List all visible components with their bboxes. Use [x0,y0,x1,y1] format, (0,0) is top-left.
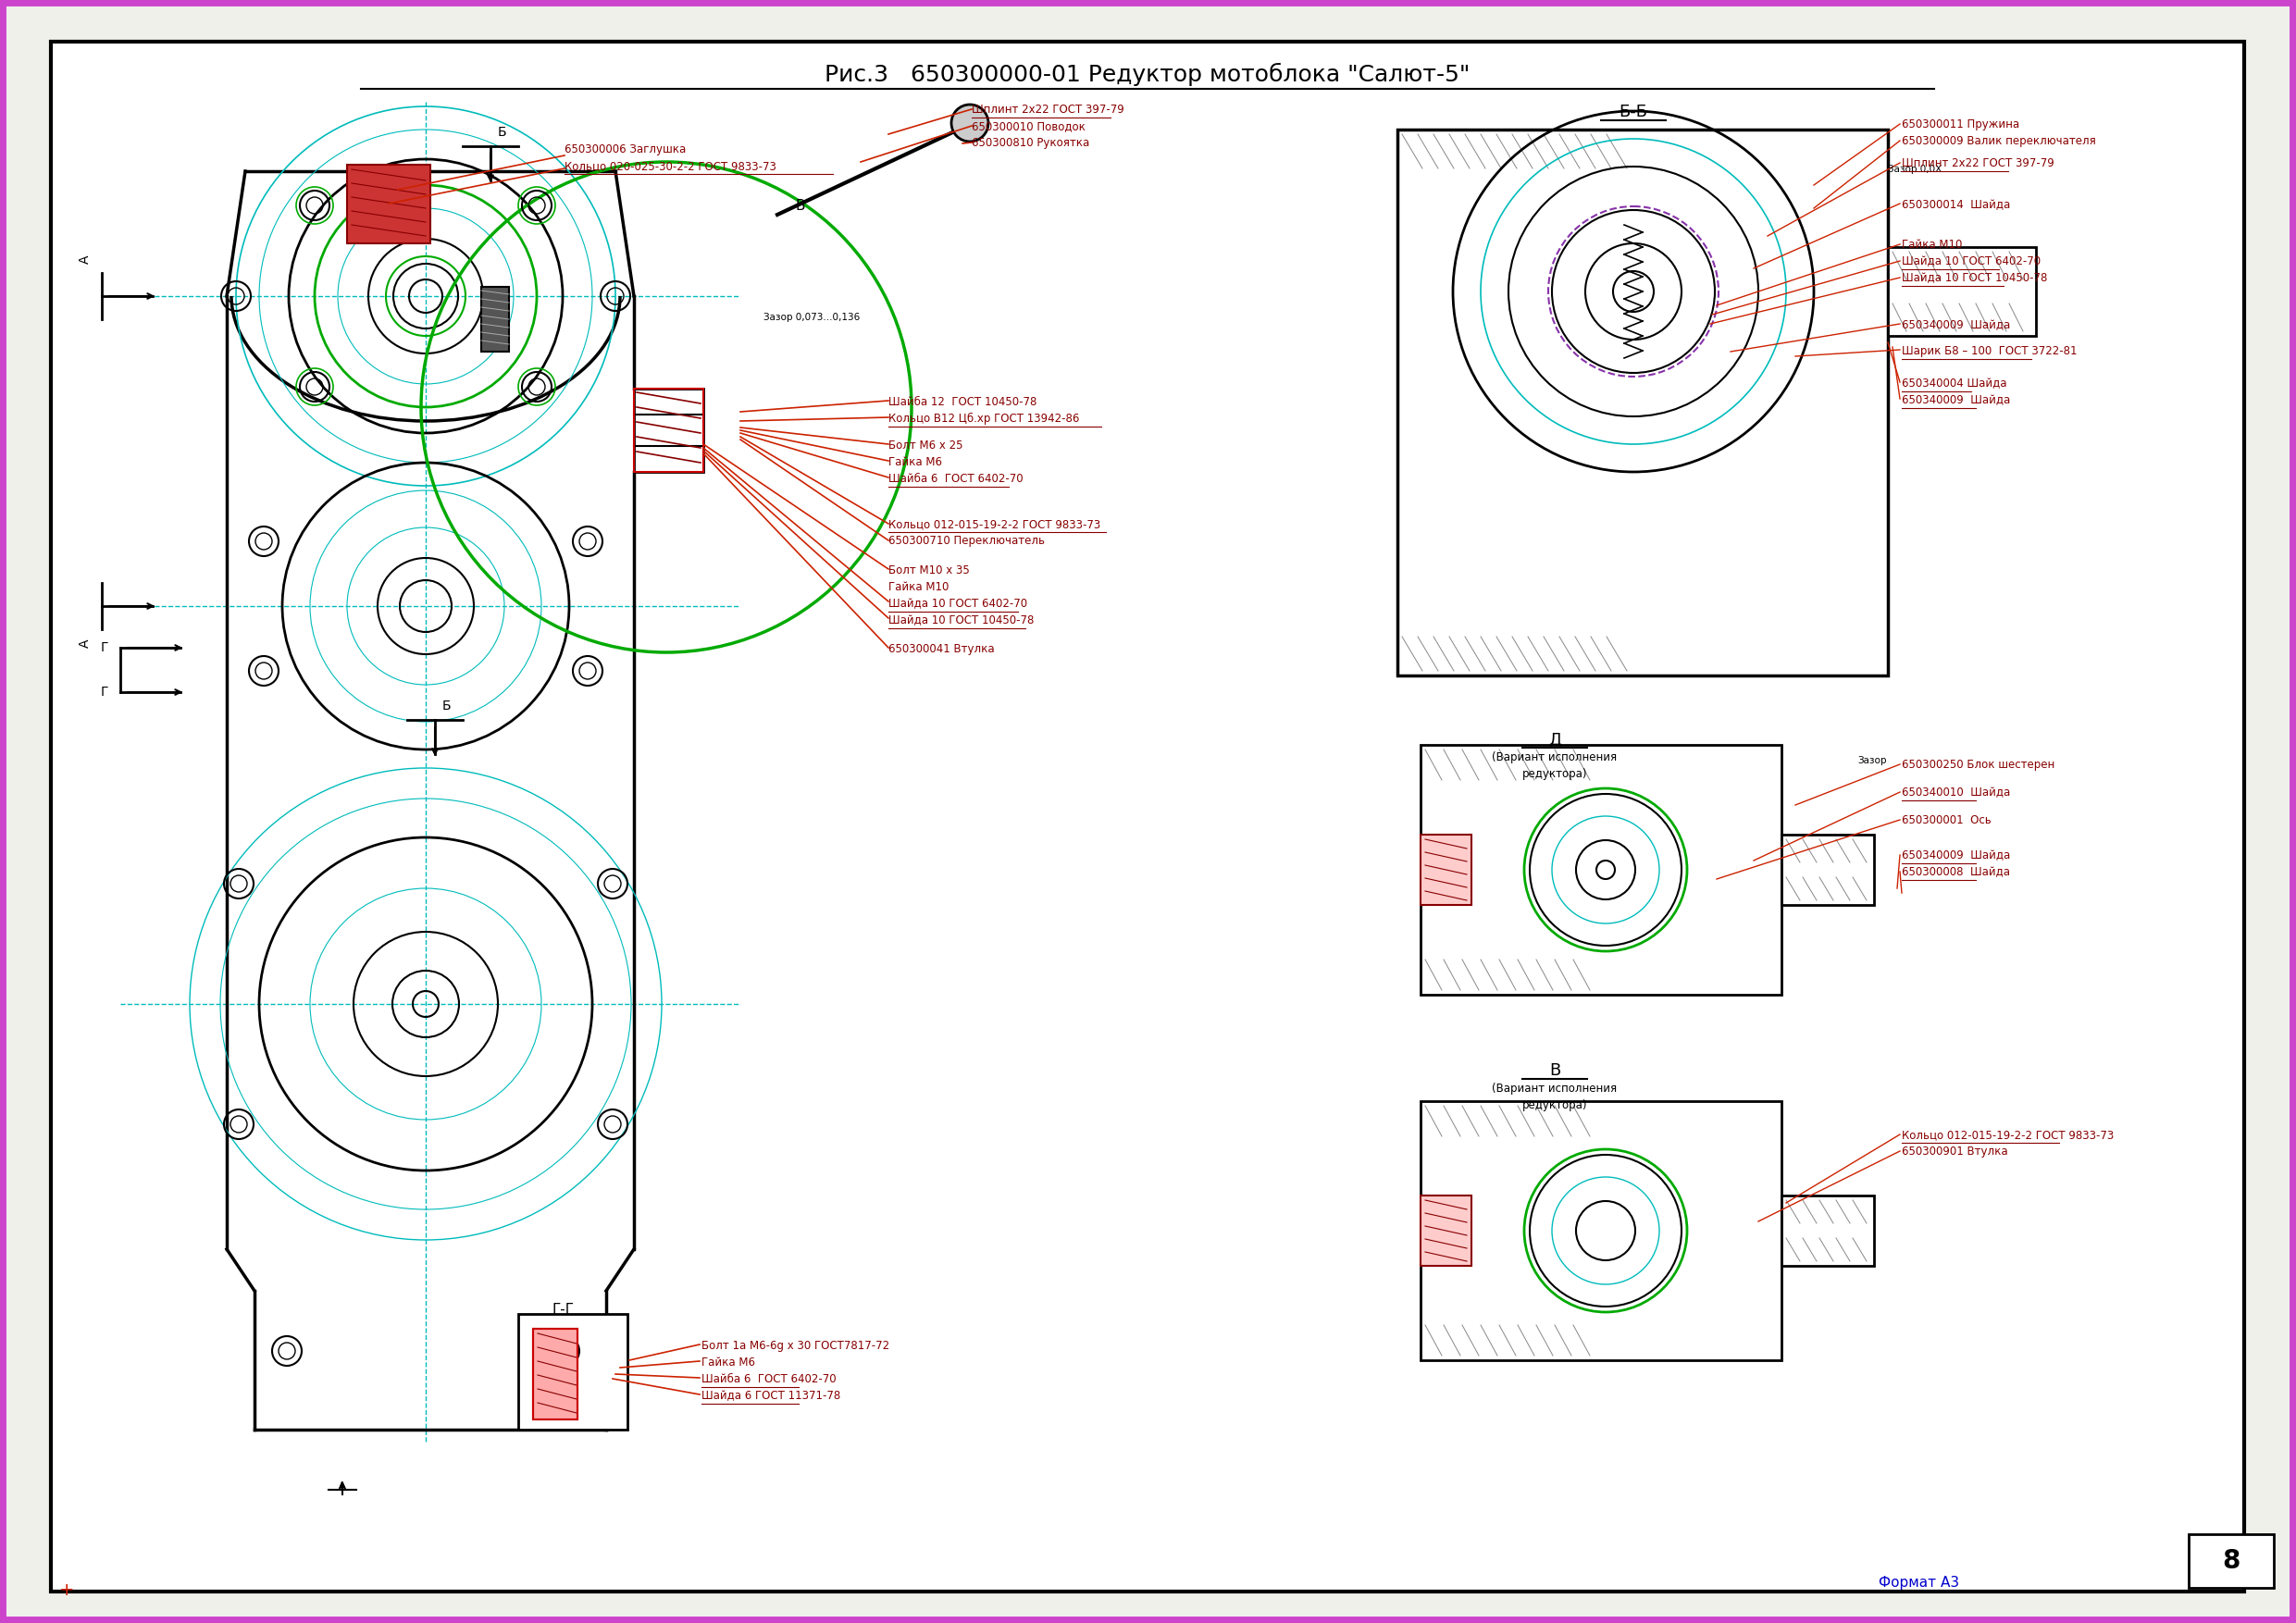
Text: 650340010  Шайда: 650340010 Шайда [1901,787,2011,799]
Bar [347,164,429,243]
Text: А: А [78,255,92,263]
Text: Гайка М10: Гайка М10 [889,581,948,592]
Text: Болт М6 х 25: Болт М6 х 25 [889,440,962,451]
Text: Б: Б [443,700,452,712]
Text: 650300006 Заглушка: 650300006 Заглушка [565,143,687,156]
Bar [634,388,703,472]
Text: редуктора): редуктора) [1522,768,1587,781]
Text: Шарик Б8 – 100  ГОСТ 3722-81: Шарик Б8 – 100 ГОСТ 3722-81 [1901,346,2078,357]
Bar [1421,834,1472,906]
Text: Зазор 0,073...0,136: Зазор 0,073...0,136 [765,313,861,321]
Text: 650300011 Пружина: 650300011 Пружина [1901,118,2020,130]
Text: 650300009 Валик переключателя: 650300009 Валик переключателя [1901,135,2096,148]
Bar [2188,1534,2273,1587]
Text: 650300710 Переключатель: 650300710 Переключатель [889,536,1045,547]
Text: Г: Г [101,641,108,654]
Text: (Вариант исполнения: (Вариант исполнения [1492,1083,1616,1094]
Text: Шайда 10 ГОСТ 6402-70: Шайда 10 ГОСТ 6402-70 [889,597,1026,610]
Text: Шайда 10 ГОСТ 10450-78: Шайда 10 ГОСТ 10450-78 [1901,273,2048,284]
Text: 650340009  Шайда: 650340009 Шайда [1901,394,2011,406]
Text: В: В [1550,1063,1561,1079]
Text: 650300014  Шайда: 650300014 Шайда [1901,200,2011,211]
Text: Кольцо 012-015-19-2-2 ГОСТ 9833-73: Кольцо 012-015-19-2-2 ГОСТ 9833-73 [889,518,1100,531]
Text: Рис.3   650300000-01 Редуктор мотоблока "Салют-5": Рис.3 650300000-01 Редуктор мотоблока "С… [824,63,1469,86]
Text: Болт М10 х 35: Болт М10 х 35 [889,565,969,576]
Text: Г: Г [101,685,108,698]
Bar [1421,745,1782,995]
Text: 650300250 Блок шестерен: 650300250 Блок шестерен [1901,760,2055,771]
Text: Б: Б [498,127,507,140]
Text: 650300008  Шайда: 650300008 Шайда [1901,867,2009,878]
Bar [533,1329,579,1420]
Bar [1398,130,1887,675]
Text: Шайда 10 ГОСТ 6402-70: Шайда 10 ГОСТ 6402-70 [1901,255,2041,268]
Text: 650300810 Рукоятка: 650300810 Рукоятка [971,136,1091,149]
Text: редуктора): редуктора) [1522,1099,1587,1112]
Text: Г-Г: Г-Г [551,1303,574,1316]
Text: 650300041 Втулка: 650300041 Втулка [889,643,994,656]
Text: 650300901 Втулка: 650300901 Втулка [1901,1146,2007,1157]
Text: В: В [797,200,806,213]
Text: 650340004 Шайда: 650340004 Шайда [1901,378,2007,390]
Text: Гайка М6: Гайка М6 [889,456,941,467]
Text: Шплинт 2х22 ГОСТ 397-79: Шплинт 2х22 ГОСТ 397-79 [971,104,1125,115]
Text: Шайба 12  ГОСТ 10450-78: Шайба 12 ГОСТ 10450-78 [889,396,1038,407]
Circle shape [951,104,987,141]
Bar [1421,1196,1472,1266]
Text: Б-Б: Б-Б [1619,104,1649,120]
Text: 8: 8 [2223,1548,2241,1574]
Bar [519,1315,627,1430]
Text: Шайда 6 ГОСТ 11371-78: Шайда 6 ГОСТ 11371-78 [703,1389,840,1402]
Text: 650340009  Шайда: 650340009 Шайда [1901,849,2011,862]
Text: Шайба 6  ГОСТ 6402-70: Шайба 6 ГОСТ 6402-70 [703,1373,836,1384]
Text: Шайда 10 ГОСТ 10450-78: Шайда 10 ГОСТ 10450-78 [889,615,1033,626]
Text: +: + [60,1581,73,1599]
Text: Гайка М6: Гайка М6 [703,1357,755,1368]
Bar [482,287,510,352]
Bar [1421,1100,1782,1360]
Text: А: А [338,1480,347,1493]
Text: Кольцо 020-025-30-2-2 ГОСТ 9833-73: Кольцо 020-025-30-2-2 ГОСТ 9833-73 [565,161,776,172]
Text: Шплинт 2х22 ГОСТ 397-79: Шплинт 2х22 ГОСТ 397-79 [1901,157,2055,169]
Bar [1782,834,1874,906]
Text: Зазор 0,0Х: Зазор 0,0Х [1887,164,1942,174]
Text: 650300010 Поводок: 650300010 Поводок [971,120,1086,133]
Text: Болт 1а М6-6g х 30 ГОСТ7817-72: Болт 1а М6-6g х 30 ГОСТ7817-72 [703,1341,889,1352]
Bar [634,388,703,472]
Text: (Вариант исполнения: (Вариант исполнения [1492,751,1616,763]
Text: Формат А3: Формат А3 [1878,1576,1958,1589]
Text: Д: Д [1548,730,1561,748]
Text: Кольцо В12 Цб.хр ГОСТ 13942-86: Кольцо В12 Цб.хр ГОСТ 13942-86 [889,412,1079,425]
Text: Кольцо 012-015-19-2-2 ГОСТ 9833-73: Кольцо 012-015-19-2-2 ГОСТ 9833-73 [1901,1130,2115,1141]
Text: Гайка М10: Гайка М10 [1901,239,1963,252]
Text: Шайба 6  ГОСТ 6402-70: Шайба 6 ГОСТ 6402-70 [889,472,1024,485]
Bar [533,1329,579,1420]
Bar [1782,1196,1874,1266]
Text: Зазор: Зазор [1857,756,1887,764]
Text: 650300001  Ось: 650300001 Ось [1901,815,1991,826]
Text: А: А [78,639,92,648]
Text: 650340009  Шайда: 650340009 Шайда [1901,320,2011,331]
Bar [1887,247,2037,336]
